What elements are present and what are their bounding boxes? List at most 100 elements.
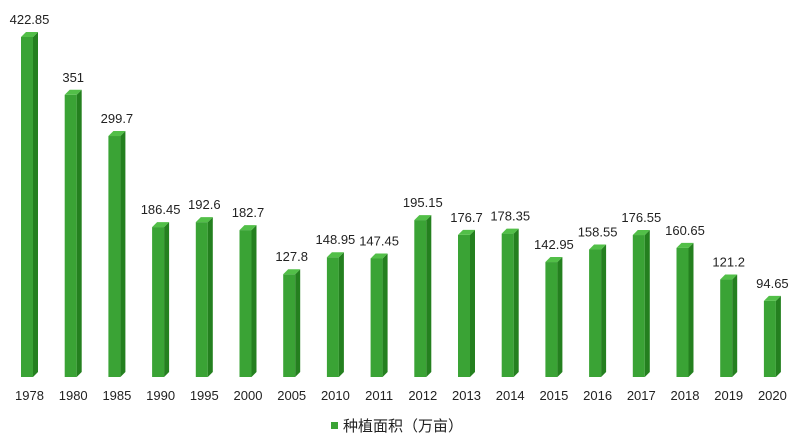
bar-front — [21, 37, 33, 377]
x-tick-2011: 2011 — [365, 388, 393, 403]
bar-1978 — [21, 32, 38, 377]
bar-front — [283, 274, 296, 377]
data-label-1980: 351 — [62, 70, 84, 85]
bar-side — [382, 253, 388, 377]
bar-side — [688, 242, 694, 377]
bar-side — [295, 269, 301, 377]
bar-top — [458, 229, 475, 235]
x-tick-1985: 1985 — [102, 388, 131, 403]
data-label-2020: 94.65 — [756, 276, 789, 291]
data-label-2014: 178.35 — [490, 209, 530, 224]
x-tick-2017: 2017 — [627, 388, 656, 403]
bar-side — [338, 252, 344, 377]
x-tick-2013: 2013 — [452, 388, 481, 403]
data-label-2012: 195.15 — [403, 195, 443, 210]
x-tick-2018: 2018 — [671, 388, 700, 403]
bar-front — [414, 220, 427, 377]
bar-top — [632, 230, 650, 236]
bar-top — [720, 274, 738, 280]
data-label-2011: 147.45 — [359, 233, 399, 248]
bar-2018 — [676, 242, 694, 377]
bar-front — [108, 136, 121, 377]
data-label-1990: 186.45 — [141, 202, 181, 217]
data-label-1995: 192.6 — [188, 197, 221, 212]
data-label-2015: 142.95 — [534, 237, 574, 252]
bar-2017 — [632, 230, 650, 377]
x-tick-2005: 2005 — [277, 388, 306, 403]
bar-side — [207, 217, 213, 377]
bar-top — [195, 217, 213, 223]
x-tick-2019: 2019 — [714, 388, 743, 403]
bar-side — [601, 244, 607, 377]
bar-1980 — [64, 89, 82, 377]
bar-top — [589, 244, 607, 250]
bar-side — [33, 32, 38, 377]
legend-label: 种植面积（万亩） — [343, 417, 463, 435]
bar-side — [732, 274, 738, 377]
bar-side — [426, 215, 432, 377]
bar-side — [470, 229, 475, 377]
bar-1995 — [195, 217, 213, 377]
data-label-2018: 160.65 — [665, 223, 705, 238]
bar-front — [458, 234, 470, 377]
bar-front — [545, 262, 558, 377]
data-label-2000: 182.7 — [232, 205, 265, 220]
data-labels-group: 422.85 351 299.7 186.45 192.6 182.7 127.8 148.9… — [10, 12, 789, 291]
bar-2011 — [370, 253, 388, 377]
bar-top — [326, 252, 344, 258]
bar-top — [21, 32, 38, 37]
bar-side — [644, 230, 650, 377]
x-tick-1995: 1995 — [190, 388, 219, 403]
bar-front — [589, 249, 602, 377]
bar-side — [76, 89, 82, 377]
x-tick-2014: 2014 — [496, 388, 525, 403]
bars-group — [21, 32, 781, 377]
bar-2010 — [326, 252, 344, 377]
bar-2013 — [458, 229, 475, 377]
bar-top — [370, 253, 388, 259]
bar-2012 — [414, 215, 432, 377]
x-tick-2000: 2000 — [234, 388, 263, 403]
bar-side — [164, 222, 170, 377]
bar-top — [545, 257, 563, 263]
bar-2005 — [283, 269, 301, 377]
bar-front — [239, 230, 252, 377]
bar-top — [108, 131, 126, 137]
bar-front — [326, 257, 339, 377]
legend: 种植面积（万亩） — [331, 417, 463, 435]
x-tick-1990: 1990 — [146, 388, 175, 403]
data-label-2017: 176.55 — [621, 210, 661, 225]
x-tick-2020: 2020 — [758, 388, 787, 403]
bar-top — [501, 228, 519, 234]
bar-top — [152, 222, 170, 228]
bar-front — [195, 222, 208, 377]
data-label-2016: 158.55 — [578, 225, 618, 240]
data-label-2010: 148.95 — [316, 232, 356, 247]
bar-front — [501, 233, 514, 377]
x-tick-2016: 2016 — [583, 388, 612, 403]
bar-front — [370, 258, 383, 377]
bar-top — [763, 295, 781, 301]
data-label-2013: 176.7 — [450, 210, 483, 225]
x-tick-1980: 1980 — [59, 388, 88, 403]
data-label-1985: 299.7 — [101, 111, 134, 126]
bar-front — [64, 94, 77, 377]
bar-2016 — [589, 244, 607, 377]
bar-side — [120, 131, 126, 377]
bar-top — [239, 225, 257, 231]
bar-front — [632, 235, 645, 377]
x-tick-2012: 2012 — [408, 388, 437, 403]
bar-1990 — [152, 222, 170, 377]
x-tick-labels-group: 1978 1980 1985 1990 1995 2000 2005 2010 2011 2012… — [15, 388, 787, 403]
bar-top — [283, 269, 301, 275]
bar-2014 — [501, 228, 519, 377]
bar-2020 — [763, 295, 781, 377]
bar-top — [414, 215, 432, 221]
bar-top — [64, 89, 82, 95]
bar-top — [676, 242, 694, 248]
x-tick-1978: 1978 — [15, 388, 44, 403]
bar-side — [557, 257, 563, 377]
bar-side — [513, 228, 519, 377]
bar-front — [763, 300, 776, 377]
data-label-1978: 422.85 — [10, 12, 50, 27]
